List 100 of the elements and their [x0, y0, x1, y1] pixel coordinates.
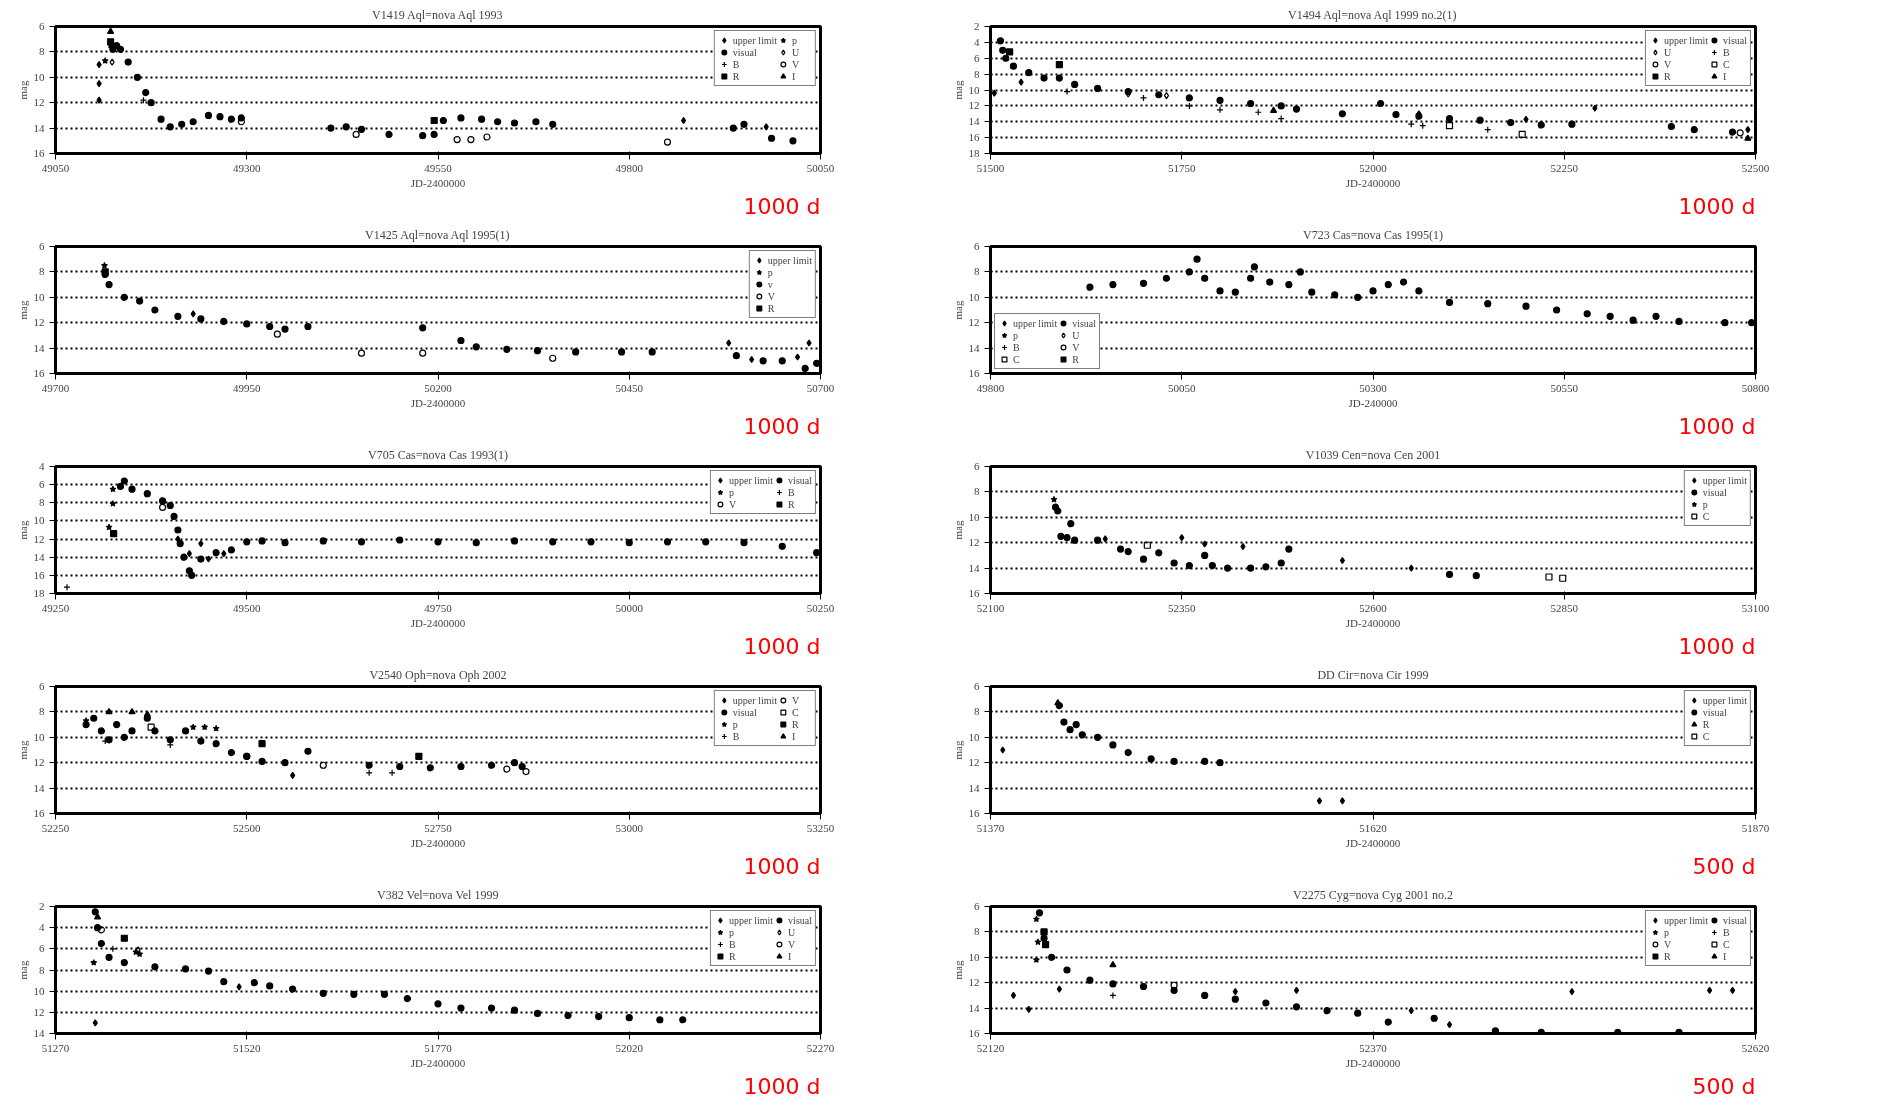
text: 1000 d [743, 413, 821, 439]
y-tick-label: 8 [39, 496, 45, 509]
text: 1000 d [1678, 633, 1756, 659]
text: 1000 d [1678, 413, 1756, 439]
x-tick-label: 49800 [615, 161, 644, 174]
legend-label: R [1072, 353, 1080, 365]
x-tick-label: 52370 [1359, 1041, 1388, 1054]
x-tick-label: 49800 [976, 381, 1005, 394]
x-tick-label: 49050 [41, 161, 70, 174]
chart-title: DD Cir=nova Cir 1999 [1317, 667, 1429, 682]
y-tick-label: 6 [974, 51, 980, 64]
legend-label: p [1013, 329, 1019, 341]
legend-label: I [788, 950, 793, 962]
legend-label: R [1663, 950, 1672, 962]
x-tick-label: 52750 [424, 821, 453, 834]
x-tick-label: 51750 [1168, 161, 1196, 174]
y-tick-label: 8 [974, 265, 980, 278]
legend-label: v [767, 278, 774, 290]
x-axis-title: JD-2400000 [1345, 1056, 1401, 1069]
y-tick-label: 8 [974, 705, 980, 718]
chart-title: V1419 Aql=nova Aql 1993 [372, 7, 503, 22]
legend-label: p [792, 34, 798, 46]
y-tick-label: 8 [39, 705, 45, 718]
y-tick-label: 10 [33, 70, 45, 83]
x-tick-label: 52100 [976, 601, 1005, 614]
y-tick-label: 14 [968, 341, 980, 354]
y-tick-label: 4 [39, 460, 45, 472]
text: 1000 d [743, 1073, 821, 1099]
legend-label: p [732, 718, 739, 730]
x-tick-label: 50250 [806, 601, 835, 614]
y-tick-label: 14 [33, 781, 45, 794]
legend-label: p [1702, 498, 1709, 510]
y-tick-label: 8 [39, 963, 45, 976]
x-tick-label: 52270 [806, 1041, 835, 1054]
y-tick-label: 10 [968, 290, 980, 303]
legend-label: V [1072, 341, 1081, 353]
legend-label: V [767, 290, 777, 302]
legend-label: V [1663, 938, 1673, 950]
legend-label: R [767, 302, 776, 314]
y-axis-title: mag [16, 300, 29, 320]
x-tick-label: 50450 [615, 381, 644, 394]
x-tick-label: 50300 [1359, 381, 1388, 394]
x-axis-title: JD-240000 [1348, 396, 1398, 409]
y-axis-title: mag [951, 740, 964, 760]
y-tick-label: 6 [974, 680, 980, 692]
y-axis-title: mag [16, 520, 29, 540]
legend-label: upper limit [728, 474, 774, 486]
legend-label: B [732, 58, 741, 70]
legend-label: B [788, 486, 796, 498]
legend-label: visual [788, 474, 812, 486]
legend-label: visual [1723, 914, 1747, 926]
legend-label: V [788, 938, 797, 950]
y-tick-label: 4 [39, 921, 45, 934]
legend-label: upper limit [1702, 474, 1747, 486]
x-tick-label: 50800 [1741, 381, 1770, 394]
x-tick-label: 53000 [615, 821, 644, 834]
y-tick-label: 12 [968, 756, 980, 769]
legend-label: C [792, 706, 800, 718]
legend-label: B [732, 730, 741, 742]
y-tick-label: 12 [33, 316, 45, 329]
y-tick-label: 8 [974, 925, 980, 938]
legend-label: upper limit [732, 34, 777, 46]
y-tick-label: 12 [33, 532, 45, 545]
x-tick-label: 52350 [1168, 601, 1196, 614]
y-tick-label: 10 [968, 950, 980, 963]
y-tick-label: 12 [33, 756, 45, 769]
x-tick-label: 49750 [424, 601, 453, 614]
y-tick-label: 16 [33, 367, 45, 379]
x-axis-title: JD-2400000 [410, 616, 466, 629]
y-tick-label: 6 [39, 680, 45, 692]
y-tick-label: 14 [968, 115, 980, 128]
text: 500 d [1692, 853, 1756, 879]
y-tick-label: 10 [33, 730, 45, 743]
legend-label: visual [732, 46, 757, 58]
x-axis-title: JD-2400000 [1345, 836, 1401, 849]
text: 1000 d [743, 193, 821, 219]
chart-title: V1494 Aql=nova Aql 1999 no.2(1) [1288, 7, 1457, 22]
y-tick-label: 6 [39, 478, 45, 491]
x-tick-label: 50050 [806, 161, 835, 174]
legend-label: visual [1723, 34, 1747, 46]
legend-label: B [1723, 46, 1731, 58]
y-tick-label: 6 [39, 20, 45, 32]
x-tick-label: 50050 [1168, 381, 1196, 394]
y-tick-label: 16 [968, 587, 980, 599]
x-tick-label: 52850 [1550, 601, 1579, 614]
chart-title: V2275 Cyg=nova Cyg 2001 no.2 [1293, 887, 1453, 902]
y-tick-label: 10 [33, 984, 45, 997]
y-tick-label: 10 [33, 514, 45, 527]
y-tick-label: 14 [33, 550, 45, 563]
legend-label: upper limit [767, 254, 812, 266]
y-axis-title: mag [951, 80, 964, 100]
y-tick-label: 14 [33, 1027, 45, 1039]
chart-title: V2540 Oph=nova Oph 2002 [369, 667, 507, 682]
chart-title: V1425 Aql=nova Aql 1995(1) [365, 227, 510, 242]
legend-label: V [1663, 58, 1673, 70]
legend-label: R [732, 70, 741, 82]
legend-label: visual [788, 914, 812, 926]
x-axis-title: JD-2400000 [1345, 176, 1401, 189]
y-axis-title: mag [951, 300, 964, 320]
chart-title: V382 Vel=nova Vel 1999 [377, 887, 499, 902]
